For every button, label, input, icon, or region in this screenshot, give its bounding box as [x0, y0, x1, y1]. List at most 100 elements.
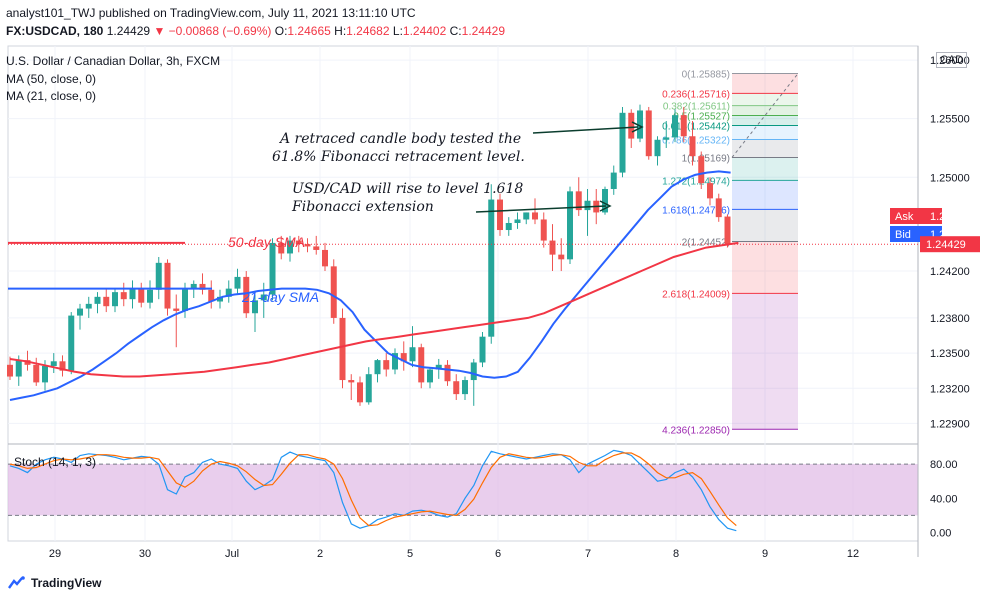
- candle-body: [59, 361, 66, 371]
- y-tick-label: 1.23800: [930, 313, 970, 325]
- ask-tag: [890, 208, 942, 224]
- candle-body: [584, 200, 591, 211]
- stoch-y-tick: 0.00: [930, 527, 951, 539]
- currency-badge[interactable]: CAD: [936, 52, 968, 68]
- candle-body: [532, 212, 538, 220]
- candle-body: [567, 191, 573, 260]
- candle-body: [129, 288, 136, 300]
- candle-body: [610, 172, 617, 189]
- candle-body: [68, 315, 75, 371]
- y-tick-label: 1.23500: [930, 348, 970, 360]
- fib-level-label: 0(1.25885): [682, 70, 730, 81]
- candle-body: [453, 381, 460, 395]
- annotation-arrow-2: [475, 205, 607, 213]
- candle-body: [252, 300, 258, 314]
- candle-body: [138, 288, 145, 303]
- symbol: FX:USDCAD, 180: [6, 24, 104, 38]
- candle-body: [409, 347, 416, 362]
- candle-body: [7, 364, 13, 377]
- fib-zone: [732, 209, 798, 242]
- fib-zone: [732, 139, 798, 158]
- candle-body: [715, 198, 722, 218]
- y-tick-label: 1.23200: [930, 383, 970, 395]
- stochastic-panel: 80.00 40.00 0.00: [8, 449, 958, 539]
- legend-title[interactable]: U.S. Dollar / Canadian Dollar, 3h, FXCM: [6, 54, 221, 68]
- x-tick-label: 29: [49, 548, 61, 560]
- candle-body: [427, 369, 433, 383]
- last-price-tag-label: 1.24429: [926, 239, 966, 251]
- candle-body: [295, 240, 302, 245]
- candle-body: [33, 364, 40, 383]
- fib-level-label: 0.618(1.25442): [662, 121, 730, 132]
- legend-ma21[interactable]: MA (21, close, 0): [6, 89, 97, 103]
- stoch-band: [8, 464, 918, 516]
- fib-zone: [732, 293, 798, 430]
- publish-line: analyst101_TWJ published on TradingView.…: [6, 6, 416, 20]
- candle-body: [182, 288, 188, 311]
- candle-body: [278, 242, 285, 254]
- fibonacci-tool[interactable]: 0(1.25885) 0.236(1.25716) 0.382(1.25611) 0.…: [662, 70, 799, 437]
- y-tick-label: 1.25000: [930, 172, 970, 184]
- candle-body: [234, 276, 241, 289]
- candle-body: [208, 289, 215, 302]
- candle-body: [645, 110, 652, 157]
- candle-body: [243, 276, 250, 314]
- x-tick-label: 30: [139, 548, 151, 560]
- candle-body: [357, 382, 363, 403]
- x-tick-label: 9: [762, 548, 768, 560]
- annotation-arrowhead-2: [599, 200, 612, 212]
- close-label: C:: [449, 24, 462, 38]
- fib-level-label: 1.272(1.24974): [662, 176, 730, 187]
- candle-body: [199, 283, 206, 290]
- fib-zone: [732, 125, 798, 140]
- x-tick-label: 2: [317, 548, 323, 560]
- annotation-arrow-1: [532, 126, 639, 134]
- candle-body: [672, 115, 678, 138]
- candle-body: [164, 262, 171, 309]
- fib-level-label: 1(1.25169): [682, 153, 730, 164]
- y-tick-label: 1.26000: [930, 55, 970, 67]
- stoch-y-tick: 40.00: [930, 493, 958, 505]
- candle-body: [628, 112, 635, 139]
- candle-body: [322, 249, 328, 267]
- price-axis: 1.26000 1.25500 1.25000 1.24200 1.23800 1.235…: [8, 46, 980, 557]
- candle-body: [147, 289, 153, 303]
- open-label: O:: [274, 24, 288, 38]
- stoch-y-tick: 80.00: [930, 459, 958, 471]
- candle-body: [488, 199, 495, 337]
- fib-level-label: 0.382(1.25611): [663, 102, 730, 113]
- x-tick-label: 5: [407, 548, 413, 560]
- candle-body: [558, 254, 565, 260]
- last-price-tag: [920, 236, 980, 253]
- stoch-label[interactable]: Stoch (14, 1, 3): [14, 455, 97, 469]
- fib-zone: [732, 105, 798, 116]
- fib-level-label: 0.236(1.25716): [662, 89, 730, 100]
- moving-averages: [8, 170, 739, 401]
- tradingview-logo[interactable]: TradingView: [8, 576, 101, 590]
- fib-level-label: 0.786(1.25322): [662, 136, 730, 147]
- x-tick-label: 12: [847, 548, 859, 560]
- candle-body: [15, 360, 22, 377]
- low-value: 1.24402: [402, 24, 447, 38]
- annotation-sma50: 50-day SMA: [228, 234, 305, 250]
- ask-value: 1.24473: [930, 211, 970, 223]
- candle-body: [680, 115, 687, 137]
- annotation-fib-test-1: A retraced candle body tested the: [278, 131, 521, 147]
- candle-body: [400, 353, 407, 362]
- fib-zone: [732, 73, 798, 94]
- legend-ma50[interactable]: MA (50, close, 0): [6, 72, 97, 86]
- candle-body: [313, 246, 320, 250]
- candle-body: [217, 296, 223, 302]
- candle-body: [637, 110, 643, 139]
- candles: [7, 104, 731, 406]
- candle-body: [654, 139, 661, 157]
- candle-body: [260, 294, 267, 301]
- candle-body: [514, 219, 521, 223]
- candle-body: [663, 137, 670, 140]
- annotation-target-2: Fibonacci extension: [291, 199, 434, 215]
- fib-zone: [732, 157, 798, 181]
- candle-body: [505, 222, 512, 231]
- bid-label: Bid: [895, 229, 911, 241]
- fib-level-label: 2.618(1.24009): [662, 289, 730, 300]
